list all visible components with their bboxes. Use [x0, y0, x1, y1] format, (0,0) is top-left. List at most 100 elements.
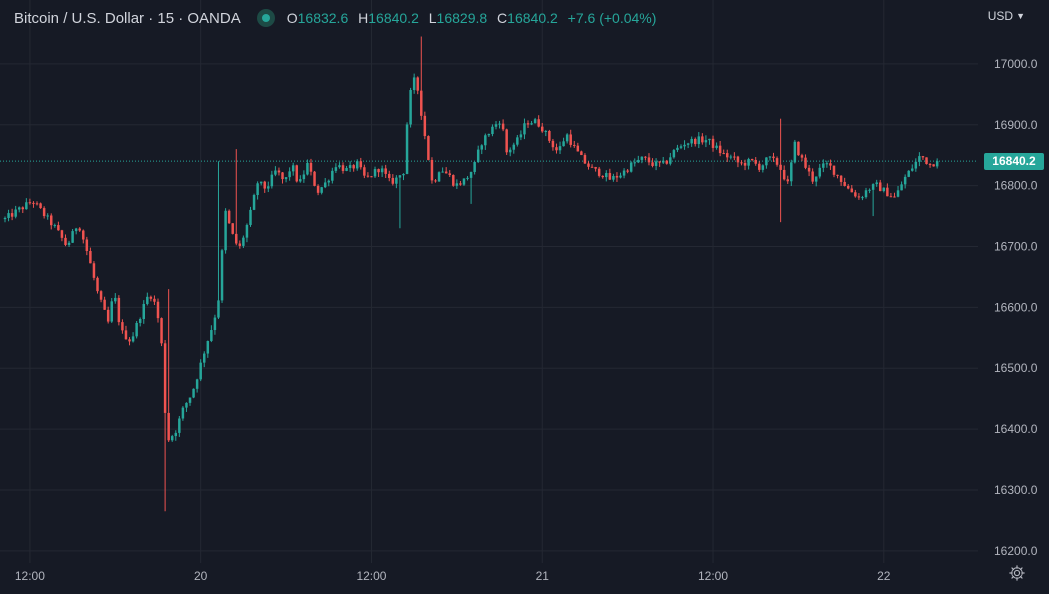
candle-body: [60, 230, 64, 238]
candle: [64, 234, 67, 247]
candle: [530, 120, 533, 126]
candle: [32, 201, 35, 208]
candle: [391, 174, 395, 186]
candle-body: [804, 157, 807, 168]
candle-body: [359, 161, 363, 168]
price-tick-label: 16900.0: [994, 118, 1038, 132]
candle-body: [274, 170, 277, 175]
candle: [932, 164, 935, 167]
candle-body: [210, 330, 213, 341]
candle-body: [661, 160, 665, 163]
time-axis[interactable]: 12:00 20 12:00 21 12:00 22: [15, 569, 891, 583]
candle: [612, 173, 615, 182]
candle: [825, 160, 829, 168]
candle: [861, 195, 864, 201]
candle: [686, 142, 690, 149]
candle: [348, 161, 352, 172]
low-value: 16829.8: [436, 10, 488, 26]
candle-body: [163, 343, 167, 413]
candle: [818, 163, 822, 179]
candle: [697, 132, 701, 149]
candle: [153, 295, 156, 306]
candle-body: [832, 165, 836, 175]
candle: [537, 115, 540, 128]
candle: [284, 177, 288, 183]
candle: [839, 175, 843, 186]
candle-body: [267, 186, 270, 189]
close-label: C: [497, 10, 508, 26]
candle-body: [3, 217, 7, 220]
candle-body: [50, 215, 53, 226]
candle: [633, 158, 636, 167]
price-tick-label: 16700.0: [994, 240, 1038, 254]
candle-body: [491, 126, 494, 135]
candle-body: [373, 169, 377, 177]
candle-body: [644, 156, 647, 158]
candles: [3, 36, 939, 512]
candle: [526, 120, 530, 128]
candle: [661, 156, 665, 165]
candle-body: [156, 301, 160, 319]
candle: [206, 340, 210, 358]
candle: [587, 161, 590, 170]
price-tick-label: 16800.0: [994, 179, 1038, 193]
candle-body: [811, 171, 814, 182]
candle: [291, 162, 295, 176]
candle: [605, 170, 608, 182]
candle: [313, 170, 316, 187]
candle-body: [519, 134, 523, 138]
candle-body: [537, 119, 540, 127]
candle: [50, 213, 53, 230]
candle: [601, 175, 604, 179]
gear-icon[interactable]: [1008, 564, 1026, 582]
candle: [106, 306, 110, 324]
currency-selector[interactable]: USD ▼: [988, 9, 1025, 23]
candle-body: [530, 123, 533, 125]
candle: [925, 157, 928, 165]
candle-body: [331, 170, 334, 181]
candle-body: [366, 175, 370, 177]
candle-body: [565, 134, 569, 142]
candle: [843, 177, 846, 187]
candle: [331, 167, 334, 184]
candle-body: [57, 225, 60, 231]
candle: [758, 161, 761, 173]
candle-body: [103, 299, 106, 310]
candle-body: [235, 233, 238, 244]
candle-body: [138, 318, 142, 323]
time-tick-label: 12:00: [698, 569, 728, 583]
candle: [327, 179, 331, 187]
candle-body: [21, 207, 25, 210]
candle-body: [270, 174, 274, 187]
candle: [281, 171, 284, 184]
candle: [217, 161, 220, 320]
candle: [57, 221, 60, 231]
candle-body: [900, 184, 903, 191]
candle-body: [469, 171, 473, 178]
change-value: +7.6 (+0.04%): [567, 10, 657, 26]
candle-body: [391, 177, 395, 184]
candle-body: [370, 176, 373, 178]
candle-body: [925, 157, 928, 165]
candle: [78, 227, 81, 232]
candle-body: [516, 137, 519, 145]
candle: [921, 155, 925, 160]
candle: [174, 430, 178, 441]
candle: [846, 184, 850, 190]
candle: [42, 206, 46, 219]
symbol-title[interactable]: Bitcoin / U.S. Dollar · 15 · OANDA: [14, 9, 241, 27]
price-axis[interactable]: 16200.0 16300.0 16400.0 16500.0 16600.0 16700…: [994, 57, 1038, 558]
candle-body: [558, 146, 562, 151]
candle: [523, 118, 526, 140]
candle-body: [42, 208, 46, 217]
candle-body: [722, 153, 725, 155]
candle-body: [202, 353, 206, 363]
market-status-dot-icon[interactable]: [256, 9, 275, 27]
candle: [797, 141, 800, 156]
candle-body: [772, 156, 775, 159]
candle-body: [484, 135, 487, 146]
candle-body: [494, 124, 498, 127]
chevron-down-icon: ▼: [1016, 11, 1025, 21]
